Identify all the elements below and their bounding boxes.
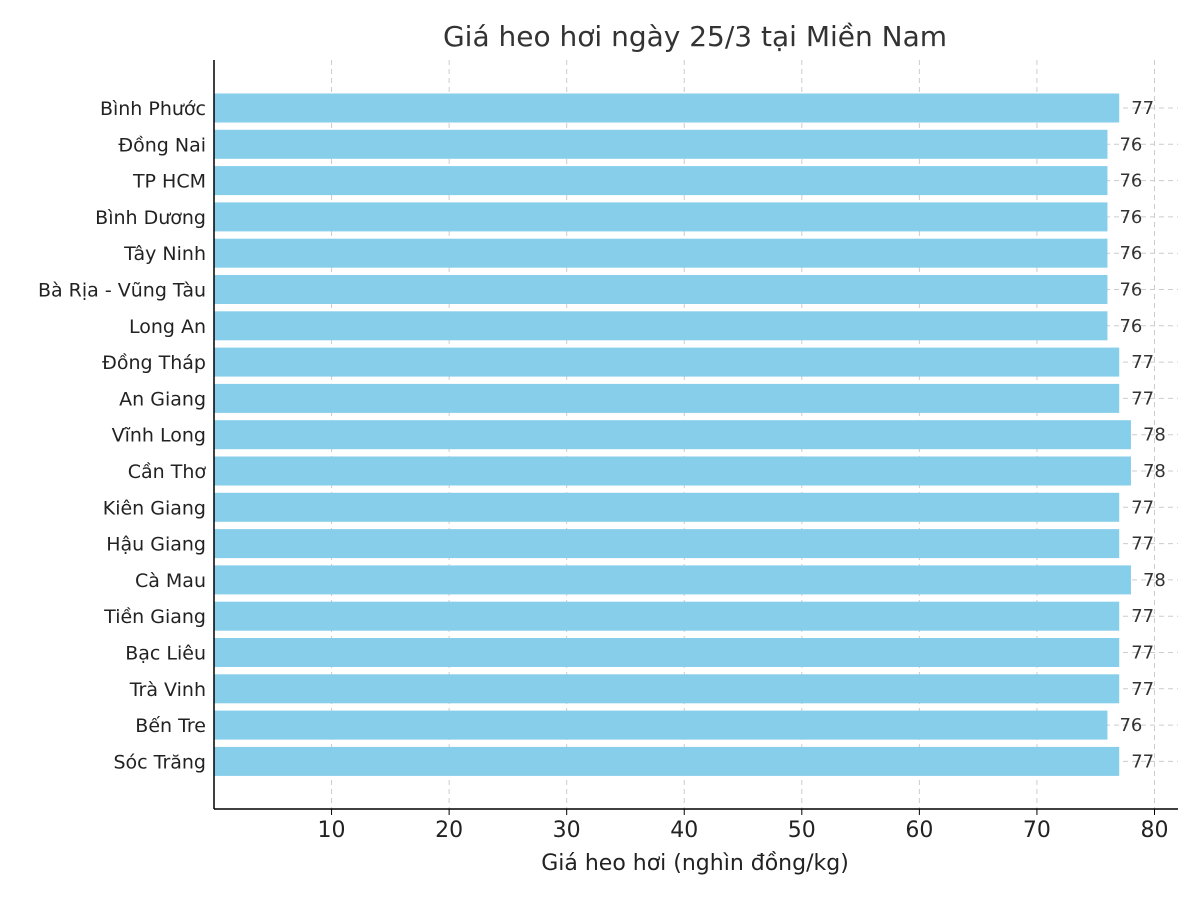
bar — [214, 529, 1120, 559]
bar — [214, 311, 1108, 341]
data-label: 76 — [1119, 280, 1142, 301]
y-tick-label: Kiên Giang — [103, 497, 206, 519]
y-tick-label: An Giang — [119, 388, 206, 410]
data-label: 78 — [1143, 461, 1166, 482]
y-tick-label: Bình Phước — [100, 98, 206, 120]
data-label: 77 — [1131, 388, 1154, 409]
bar — [214, 674, 1120, 704]
bar — [214, 456, 1131, 486]
bar — [214, 746, 1120, 776]
bar — [214, 238, 1108, 268]
data-label: 76 — [1119, 316, 1142, 337]
data-label: 76 — [1119, 207, 1142, 228]
x-tick-label: 10 — [318, 818, 346, 843]
y-tick-label: Trà Vinh — [129, 679, 206, 701]
data-label: 78 — [1143, 425, 1166, 446]
data-labels: 77 76 76 76 76 76 76 77 77 78 78 77 77 78 77 77 77 76 77 — [1119, 98, 1165, 772]
data-label: 78 — [1143, 570, 1166, 591]
y-tick-label: Sóc Trăng — [113, 751, 206, 773]
data-label: 77 — [1131, 352, 1154, 373]
data-label: 77 — [1131, 751, 1154, 772]
bar — [214, 420, 1131, 450]
bar — [214, 565, 1131, 595]
x-tick-label: 80 — [1140, 818, 1168, 843]
bar — [214, 601, 1120, 631]
x-tick-label: 70 — [1023, 818, 1051, 843]
x-tick-label: 60 — [905, 818, 933, 843]
y-tick-label: Bà Rịa - Vũng Tàu — [38, 280, 206, 302]
y-tick-label: Vĩnh Long — [112, 425, 206, 447]
x-tick-label: 50 — [788, 818, 816, 843]
data-label: 77 — [1131, 679, 1154, 700]
y-tick-label: Cần Thơ — [128, 461, 207, 483]
bar — [214, 202, 1108, 232]
bar — [214, 638, 1120, 667]
data-label: 77 — [1131, 643, 1154, 664]
data-label: 77 — [1131, 534, 1154, 555]
data-label: 76 — [1119, 171, 1142, 192]
y-tick-label: Tây Ninh — [123, 243, 206, 265]
data-label: 76 — [1119, 134, 1142, 155]
bar — [214, 492, 1120, 522]
bar — [214, 166, 1108, 196]
data-label: 76 — [1119, 243, 1142, 264]
y-tick-labels: Bình Phước Đồng Nai TP HCM Bình Dương Tây Ni… — [38, 98, 206, 773]
y-tick-label: Cà Mau — [135, 570, 206, 592]
data-label: 76 — [1119, 715, 1142, 736]
bar — [214, 347, 1120, 377]
bar — [214, 710, 1108, 740]
bars — [214, 93, 1131, 776]
x-tick-label: 30 — [553, 818, 581, 843]
y-tick-label: Đồng Nai — [118, 134, 206, 156]
bar — [214, 129, 1108, 159]
bar — [214, 93, 1120, 123]
y-tick-label: Bạc Liêu — [125, 643, 206, 665]
x-axis-label: Giá heo hơi (nghìn đồng/kg) — [541, 851, 849, 876]
x-tick-label: 20 — [435, 818, 463, 843]
y-tick-label: Tiền Giang — [103, 606, 206, 628]
bar — [214, 275, 1108, 304]
y-tick-label: Bến Tre — [135, 715, 206, 737]
y-tick-label: Bình Dương — [95, 207, 206, 229]
data-label: 77 — [1131, 497, 1154, 518]
y-tick-label: TP HCM — [132, 171, 206, 193]
axes — [213, 60, 1178, 815]
y-tick-label: Long An — [129, 316, 206, 338]
x-tick-label: 40 — [670, 818, 698, 843]
data-label: 77 — [1131, 98, 1154, 119]
chart-title: Giá heo hơi ngày 25/3 tại Miền Nam — [443, 20, 947, 53]
bar — [214, 383, 1120, 413]
y-tick-label: Đồng Tháp — [102, 352, 206, 374]
data-label: 77 — [1131, 606, 1154, 627]
y-tick-label: Hậu Giang — [106, 534, 206, 556]
x-tick-labels: 10 20 30 40 50 60 70 80 — [318, 818, 1169, 843]
